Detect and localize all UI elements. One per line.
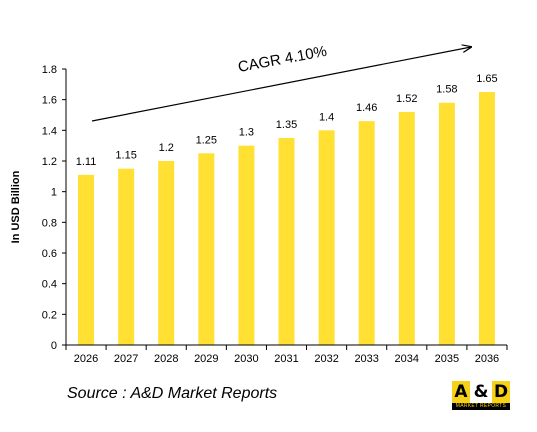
bar-value-label: 1.3 <box>239 127 254 139</box>
y-tick-label: 0.2 <box>42 309 57 321</box>
x-tick-label: 2031 <box>274 353 298 365</box>
bar-value-label: 1.46 <box>356 102 377 114</box>
y-tick-label: 0.4 <box>42 279 57 291</box>
bar <box>118 168 135 345</box>
x-axis: 2026 2027 2028 2029 2030 2031 2032 2033 2034 2035… <box>65 344 508 365</box>
source-note: Source : A&D Market Reports <box>67 385 278 402</box>
bar-value-label: 1.11 <box>76 156 97 168</box>
logo-letter-a: A <box>452 381 470 403</box>
x-tick-label: 2030 <box>234 353 258 365</box>
bar <box>438 102 455 345</box>
bar <box>198 153 215 345</box>
x-tick-label: 2033 <box>354 353 378 365</box>
bar-value-label: 1.65 <box>476 73 497 85</box>
bar-value-label: 1.4 <box>319 111 334 123</box>
y-tick-label: 1 <box>51 187 57 199</box>
x-tick-label: 2027 <box>114 353 138 365</box>
bar-value-label: 1.52 <box>396 93 417 105</box>
y-tick-label: 1.2 <box>42 156 57 168</box>
cagr-label: CAGR 4.10% <box>237 43 329 76</box>
x-tick-label: 2034 <box>395 353 419 365</box>
bar-value-label: 1.2 <box>159 142 174 154</box>
logo-letter-d: D <box>492 381 510 403</box>
bar <box>358 121 375 345</box>
y-tick-label: 1.4 <box>42 125 57 137</box>
logo-tagline: MARKET REPORTS <box>452 403 510 410</box>
x-tick-label: 2028 <box>154 353 178 365</box>
bar-value-label: 1.25 <box>196 134 217 146</box>
x-tick-label: 2026 <box>74 353 98 365</box>
x-tick-label: 2035 <box>435 353 459 365</box>
bar <box>238 145 255 345</box>
x-tick-label: 2036 <box>475 353 499 365</box>
cagr-arrow <box>91 47 471 122</box>
x-tick-label: 2029 <box>194 353 218 365</box>
bar <box>478 92 495 345</box>
bar-value-label: 1.58 <box>436 84 457 96</box>
bar <box>398 111 415 345</box>
y-tick-label: 0 <box>51 340 57 352</box>
bar <box>78 174 95 345</box>
y-axis-title: In USD Billion <box>10 170 22 243</box>
bar-value-label: 1.35 <box>276 119 297 131</box>
y-axis: 0 0.2 0.4 0.6 0.8 1 1.2 1.4 1.6 1.8 <box>42 64 67 352</box>
y-tick-label: 1.6 <box>42 95 57 107</box>
y-tick-label: 0.6 <box>42 248 57 260</box>
bar <box>318 130 335 345</box>
bar <box>278 138 295 345</box>
x-tick-label: 2032 <box>314 353 338 365</box>
y-tick-label: 1.8 <box>42 64 57 76</box>
y-tick-label: 0.8 <box>42 217 57 229</box>
bars: 1.11 1.15 1.2 1.25 1.3 1.35 1.4 1.46 1.52 1.58 1.6… <box>76 73 498 345</box>
ad-logo: A & D MARKET REPORTS <box>452 381 510 410</box>
logo-ampersand: & <box>470 381 492 403</box>
bar <box>158 161 175 345</box>
bar-value-label: 1.15 <box>115 150 136 162</box>
